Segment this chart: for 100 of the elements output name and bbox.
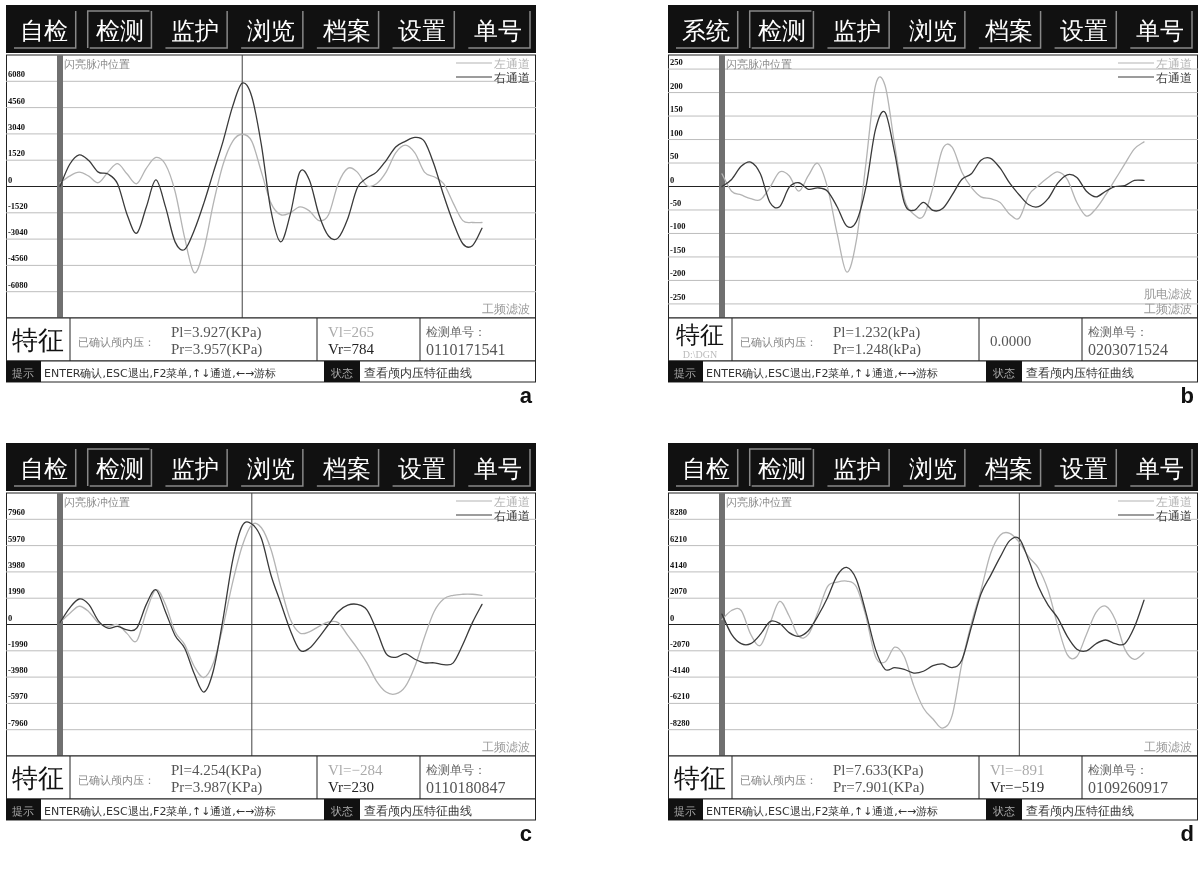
text: 检测 bbox=[757, 17, 806, 45]
y-tick-label: -4140 bbox=[670, 665, 690, 676]
text: Pl=1.232(kPa) bbox=[833, 324, 921, 341]
y-tick-label: 7960 bbox=[8, 507, 25, 518]
text: 监护 bbox=[833, 455, 882, 483]
y-tick-label: 3040 bbox=[8, 121, 25, 132]
text: 特征 bbox=[12, 325, 64, 355]
y-tick-label: -2070 bbox=[670, 638, 690, 649]
text: 状态 bbox=[330, 367, 353, 380]
text: 浏览 bbox=[247, 455, 295, 483]
y-tick-label: 0 bbox=[670, 174, 675, 185]
text: Vl=265 bbox=[328, 324, 374, 340]
y-tick-label: -1990 bbox=[8, 638, 28, 649]
y-tick-label: -200 bbox=[670, 268, 686, 279]
annotation: 工频滤波 bbox=[1144, 740, 1192, 754]
text: 0110171541 bbox=[426, 341, 506, 358]
text: 状态 bbox=[992, 367, 1015, 380]
text: 检测 bbox=[757, 455, 806, 483]
legend-label: 右通道 bbox=[494, 509, 530, 523]
text: 监护 bbox=[171, 17, 220, 45]
text: Pl=3.927(KPa) bbox=[171, 324, 262, 341]
y-tick-label: 6080 bbox=[8, 69, 25, 80]
y-tick-label: -100 bbox=[670, 221, 686, 232]
text: 提示 bbox=[674, 805, 696, 818]
text: Pr=3.957(KPa) bbox=[171, 341, 263, 358]
annotation: 闪亮脉冲位置 bbox=[64, 58, 130, 71]
text: 查看颅内压特征曲线 bbox=[364, 366, 472, 380]
text: 已确认颅内压： bbox=[78, 336, 155, 349]
text: Pr=7.901(KPa) bbox=[833, 779, 925, 796]
text: 查看颅内压特征曲线 bbox=[1026, 366, 1134, 380]
legend-label: 左通道 bbox=[1156, 57, 1192, 71]
text: 设置 bbox=[1060, 455, 1109, 483]
text: 单号 bbox=[1136, 455, 1185, 483]
text: 检测单号： bbox=[426, 325, 486, 339]
y-tick-label: 4140 bbox=[670, 559, 687, 570]
legend-label: 右通道 bbox=[1156, 71, 1192, 85]
text: 设置 bbox=[398, 17, 447, 45]
text: 自检 bbox=[19, 455, 68, 483]
text: 自检 bbox=[19, 17, 68, 45]
text: 查看颅内压特征曲线 bbox=[364, 804, 472, 818]
y-tick-label: 4560 bbox=[8, 95, 25, 106]
text: ENTER确认,ESC退出,F2菜单,↑↓通道,←→游标 bbox=[706, 367, 939, 380]
text: 查看颅内压特征曲线 bbox=[1026, 804, 1134, 818]
text: 单号 bbox=[1136, 17, 1185, 45]
y-tick-label: 0 bbox=[8, 174, 13, 185]
y-tick-label: -1520 bbox=[8, 200, 28, 211]
y-tick-label: 6210 bbox=[670, 533, 687, 544]
text: 档案 bbox=[983, 455, 1033, 483]
text: 检测 bbox=[95, 455, 144, 483]
legend-label: 左通道 bbox=[1156, 495, 1192, 509]
text: ENTER确认,ESC退出,F2菜单,↑↓通道,←→游标 bbox=[706, 805, 939, 818]
text: 设置 bbox=[1060, 17, 1109, 45]
y-tick-label: -6210 bbox=[670, 691, 690, 702]
text: Vr=784 bbox=[328, 341, 375, 357]
annotation: 闪亮脉冲位置 bbox=[726, 58, 792, 71]
text: 设置 bbox=[398, 455, 447, 483]
text: 单号 bbox=[474, 17, 523, 45]
text: c bbox=[519, 821, 532, 846]
text: 状态 bbox=[330, 805, 353, 818]
text: 检测单号： bbox=[1088, 325, 1148, 339]
y-tick-label: 50 bbox=[670, 151, 679, 162]
y-tick-label: -4560 bbox=[8, 253, 28, 264]
text: D:\DGN bbox=[682, 349, 718, 360]
text: 提示 bbox=[674, 367, 696, 380]
text: 0.0000 bbox=[990, 333, 1032, 349]
text: d bbox=[1180, 821, 1194, 846]
y-tick-label: 200 bbox=[670, 80, 683, 91]
y-tick-label: 0 bbox=[8, 612, 13, 623]
annotation: 闪亮脉冲位置 bbox=[64, 496, 130, 509]
text: 已确认颅内压： bbox=[78, 774, 155, 787]
text: 浏览 bbox=[247, 17, 295, 45]
text: 检测单号： bbox=[426, 763, 486, 777]
text: 系统 bbox=[681, 17, 730, 45]
annotation: 工频滤波 bbox=[1144, 302, 1192, 316]
text: 检测单号： bbox=[1088, 763, 1148, 777]
text: 特征 bbox=[674, 763, 726, 793]
y-tick-label: -6080 bbox=[8, 279, 28, 290]
text: a bbox=[519, 383, 533, 408]
legend-label: 左通道 bbox=[494, 57, 530, 71]
text: b bbox=[1180, 383, 1194, 408]
text: 档案 bbox=[983, 17, 1033, 45]
text: 提示 bbox=[12, 367, 34, 380]
y-tick-label: -3980 bbox=[8, 665, 28, 676]
text: Pr=1.248(kPa) bbox=[833, 341, 922, 358]
text: 浏览 bbox=[909, 17, 957, 45]
y-tick-label: 0 bbox=[670, 612, 675, 623]
y-tick-label: -5970 bbox=[8, 691, 28, 702]
y-tick-label: 1520 bbox=[8, 148, 25, 159]
text: 已确认颅内压： bbox=[740, 336, 817, 349]
text: 特征 bbox=[676, 321, 724, 349]
text: 浏览 bbox=[909, 455, 957, 483]
y-tick-label: 2070 bbox=[670, 586, 687, 597]
y-tick-label: 250 bbox=[670, 57, 683, 68]
text: Vr=230 bbox=[328, 779, 374, 795]
y-tick-label: -7960 bbox=[8, 717, 28, 728]
text: Pl=7.633(KPa) bbox=[833, 762, 924, 779]
text: 特征 bbox=[12, 763, 64, 793]
text: 提示 bbox=[12, 805, 34, 818]
y-tick-label: 5970 bbox=[8, 533, 25, 544]
text: 档案 bbox=[321, 17, 371, 45]
